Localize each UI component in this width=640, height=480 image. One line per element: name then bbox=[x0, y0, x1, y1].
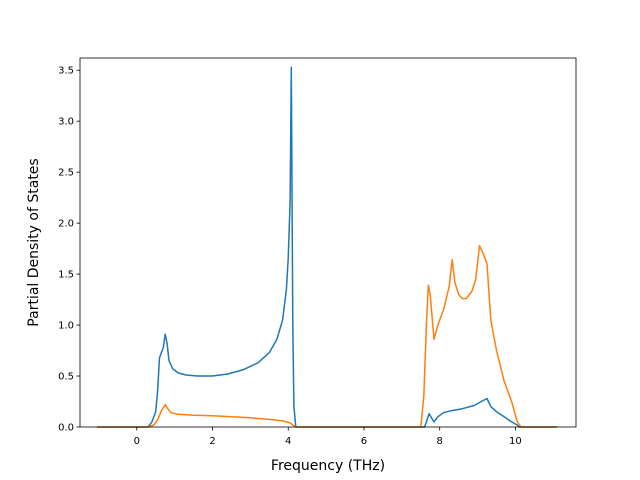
x-tick-label: 2 bbox=[209, 436, 215, 447]
series-line-1 bbox=[97, 66, 558, 428]
x-tick-label: 10 bbox=[509, 436, 522, 447]
y-tick-label: 0.0 bbox=[58, 423, 74, 434]
x-tick-label: 6 bbox=[361, 436, 367, 447]
x-tick-label: 4 bbox=[285, 436, 291, 447]
x-axis: 0 2 4 6 8 10 bbox=[134, 427, 522, 447]
series-line-2 bbox=[97, 244, 558, 428]
y-tick-label: 1.5 bbox=[58, 270, 74, 281]
x-tick-label: 0 bbox=[134, 436, 140, 447]
y-tick-label: 2.0 bbox=[58, 219, 74, 230]
x-tick-label: 8 bbox=[437, 436, 443, 447]
y-tick-label: 3.0 bbox=[58, 117, 74, 128]
series-layer bbox=[97, 66, 558, 428]
y-tick-label: 2.5 bbox=[58, 168, 74, 179]
y-axis-label: Partial Density of States bbox=[26, 158, 42, 326]
y-tick-label: 1.0 bbox=[58, 321, 74, 332]
y-tick-label: 0.5 bbox=[58, 372, 74, 383]
plot-frame bbox=[79, 57, 577, 428]
y-axis: 0.0 0.5 1.0 1.5 2.0 2.5 3.0 3.5 bbox=[58, 66, 80, 434]
x-axis-label: Frequency (THz) bbox=[271, 458, 385, 474]
y-tick-label: 3.5 bbox=[58, 66, 74, 77]
